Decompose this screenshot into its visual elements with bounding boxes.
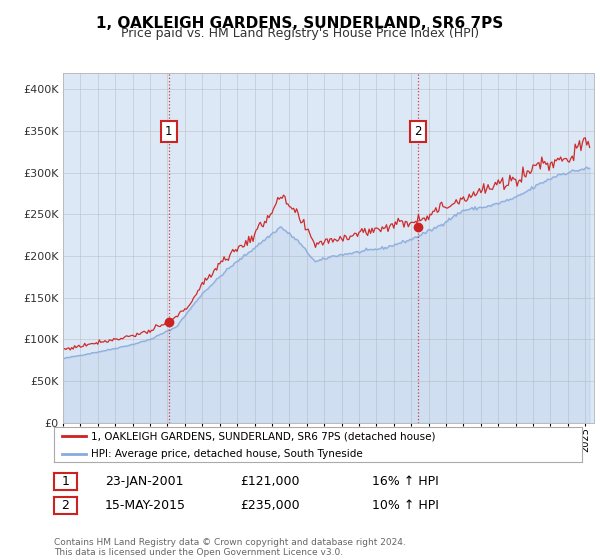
Text: 2: 2: [414, 125, 422, 138]
Text: 10% ↑ HPI: 10% ↑ HPI: [372, 498, 439, 512]
Text: Contains HM Land Registry data © Crown copyright and database right 2024.
This d: Contains HM Land Registry data © Crown c…: [54, 538, 406, 557]
Text: 1, OAKLEIGH GARDENS, SUNDERLAND, SR6 7PS: 1, OAKLEIGH GARDENS, SUNDERLAND, SR6 7PS: [97, 16, 503, 31]
Text: 1: 1: [61, 475, 70, 488]
Text: Price paid vs. HM Land Registry's House Price Index (HPI): Price paid vs. HM Land Registry's House …: [121, 27, 479, 40]
Text: HPI: Average price, detached house, South Tyneside: HPI: Average price, detached house, Sout…: [91, 449, 363, 459]
Text: 1, OAKLEIGH GARDENS, SUNDERLAND, SR6 7PS (detached house): 1, OAKLEIGH GARDENS, SUNDERLAND, SR6 7PS…: [91, 431, 436, 441]
Text: 2: 2: [61, 498, 70, 512]
Text: 16% ↑ HPI: 16% ↑ HPI: [372, 475, 439, 488]
Text: 15-MAY-2015: 15-MAY-2015: [105, 498, 186, 512]
Text: £235,000: £235,000: [240, 498, 299, 512]
Text: 1: 1: [165, 125, 172, 138]
Text: 23-JAN-2001: 23-JAN-2001: [105, 475, 184, 488]
Text: £121,000: £121,000: [240, 475, 299, 488]
